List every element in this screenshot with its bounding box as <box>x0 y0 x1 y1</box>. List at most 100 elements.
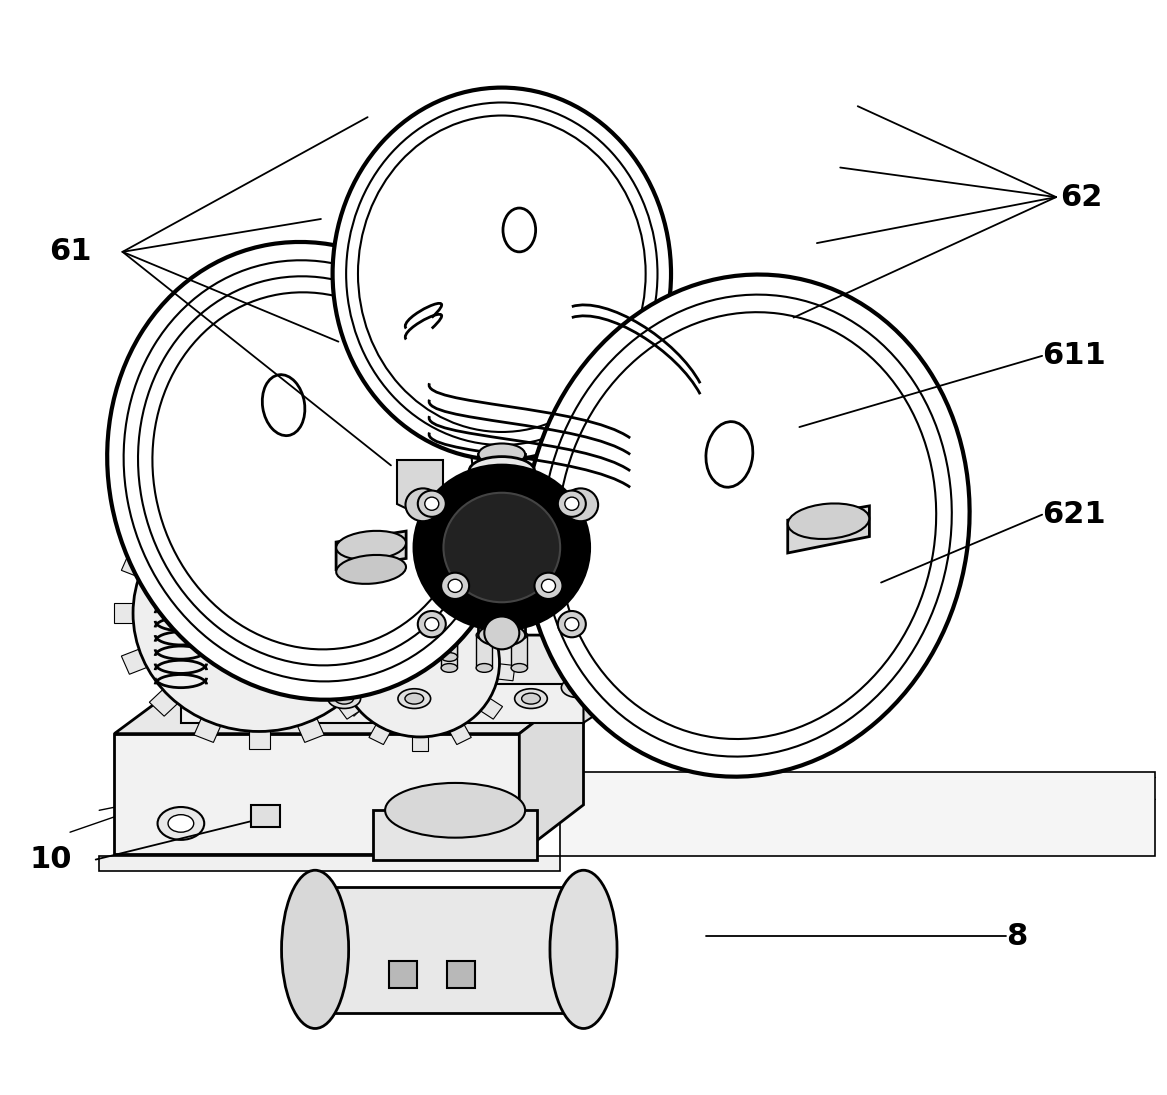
Circle shape <box>133 495 385 731</box>
Ellipse shape <box>335 693 354 704</box>
Polygon shape <box>298 718 324 742</box>
Ellipse shape <box>158 807 204 840</box>
Ellipse shape <box>274 668 344 690</box>
Circle shape <box>418 611 446 637</box>
Polygon shape <box>788 506 869 553</box>
Circle shape <box>425 497 439 510</box>
Ellipse shape <box>478 624 525 646</box>
Circle shape <box>565 618 579 631</box>
Circle shape <box>418 491 446 517</box>
Circle shape <box>341 588 499 737</box>
Bar <box>336 635 352 668</box>
Circle shape <box>564 488 599 521</box>
Ellipse shape <box>168 815 194 832</box>
Polygon shape <box>449 725 471 745</box>
Bar <box>441 635 457 668</box>
Polygon shape <box>194 484 221 508</box>
Bar <box>447 961 475 988</box>
Bar <box>301 635 317 668</box>
Ellipse shape <box>788 504 869 539</box>
Ellipse shape <box>441 620 457 629</box>
Bar <box>371 635 387 668</box>
Polygon shape <box>249 477 270 495</box>
Polygon shape <box>467 591 489 612</box>
Ellipse shape <box>503 208 536 252</box>
Polygon shape <box>194 718 221 742</box>
Polygon shape <box>99 856 560 871</box>
Bar <box>511 635 527 668</box>
Bar <box>389 961 417 988</box>
Polygon shape <box>371 552 397 577</box>
Ellipse shape <box>328 689 361 708</box>
Ellipse shape <box>301 631 317 639</box>
Ellipse shape <box>406 653 422 661</box>
Polygon shape <box>121 552 147 577</box>
Ellipse shape <box>336 531 406 560</box>
Ellipse shape <box>515 689 547 708</box>
Ellipse shape <box>476 631 492 639</box>
Ellipse shape <box>336 631 352 639</box>
Circle shape <box>565 497 579 510</box>
Polygon shape <box>584 635 659 723</box>
Ellipse shape <box>406 664 422 672</box>
Bar <box>406 624 422 657</box>
Ellipse shape <box>336 555 406 584</box>
Polygon shape <box>481 699 503 719</box>
Polygon shape <box>249 731 270 749</box>
Ellipse shape <box>406 631 422 639</box>
Bar <box>373 810 537 860</box>
Ellipse shape <box>263 374 305 436</box>
Polygon shape <box>498 664 515 681</box>
Ellipse shape <box>405 693 424 704</box>
Polygon shape <box>341 690 369 716</box>
Text: 621: 621 <box>1042 500 1106 529</box>
Ellipse shape <box>469 473 534 502</box>
Polygon shape <box>114 684 584 734</box>
Ellipse shape <box>406 620 422 629</box>
Polygon shape <box>149 510 177 537</box>
Ellipse shape <box>281 678 314 698</box>
Circle shape <box>541 579 555 592</box>
Ellipse shape <box>469 457 534 485</box>
Circle shape <box>448 579 462 592</box>
Polygon shape <box>336 531 406 569</box>
Polygon shape <box>114 603 133 623</box>
Ellipse shape <box>561 678 594 698</box>
Text: 62: 62 <box>1060 183 1102 211</box>
Polygon shape <box>491 624 511 643</box>
Text: 10: 10 <box>29 845 71 874</box>
Ellipse shape <box>441 631 457 639</box>
Polygon shape <box>298 484 324 508</box>
Ellipse shape <box>336 664 352 672</box>
Ellipse shape <box>524 275 970 776</box>
Polygon shape <box>385 603 404 623</box>
Ellipse shape <box>476 664 492 672</box>
Circle shape <box>484 616 519 649</box>
Ellipse shape <box>281 871 349 1028</box>
Circle shape <box>405 488 440 521</box>
Bar <box>315 887 584 1013</box>
Text: 8: 8 <box>1006 922 1027 950</box>
Polygon shape <box>181 684 584 723</box>
Circle shape <box>558 491 586 517</box>
Ellipse shape <box>511 664 527 672</box>
Polygon shape <box>121 649 147 675</box>
Bar <box>251 805 280 827</box>
Ellipse shape <box>522 693 540 704</box>
Polygon shape <box>337 699 359 719</box>
Ellipse shape <box>550 871 617 1028</box>
Ellipse shape <box>288 682 307 693</box>
Polygon shape <box>114 734 519 854</box>
Polygon shape <box>369 725 391 745</box>
Ellipse shape <box>107 242 518 700</box>
Polygon shape <box>351 591 373 612</box>
Polygon shape <box>329 624 349 643</box>
Polygon shape <box>326 664 342 681</box>
Bar <box>478 454 525 635</box>
Polygon shape <box>519 684 584 854</box>
Ellipse shape <box>398 689 431 708</box>
Bar <box>476 635 492 668</box>
Polygon shape <box>371 649 397 675</box>
Ellipse shape <box>441 653 457 661</box>
Polygon shape <box>390 575 410 592</box>
